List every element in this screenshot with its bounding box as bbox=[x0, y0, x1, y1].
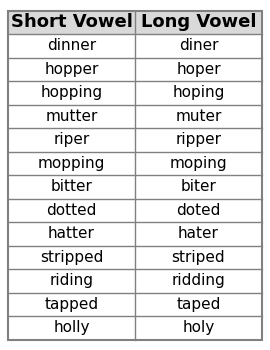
Text: ridding: ridding bbox=[171, 273, 225, 288]
Text: holly: holly bbox=[53, 320, 90, 335]
Text: hoping: hoping bbox=[172, 85, 225, 100]
Text: Short Vowel: Short Vowel bbox=[11, 13, 133, 31]
Text: bitter: bitter bbox=[50, 179, 93, 194]
Text: dotted: dotted bbox=[46, 203, 97, 218]
Text: mopping: mopping bbox=[38, 156, 105, 171]
Text: biter: biter bbox=[181, 179, 216, 194]
Text: riper: riper bbox=[53, 132, 90, 147]
Text: hoper: hoper bbox=[176, 62, 221, 77]
Text: striped: striped bbox=[172, 250, 225, 265]
Text: mutter: mutter bbox=[45, 109, 98, 124]
Text: dinner: dinner bbox=[47, 38, 96, 53]
Text: hopping: hopping bbox=[40, 85, 103, 100]
Text: Long Vowel: Long Vowel bbox=[141, 13, 256, 31]
Text: stripped: stripped bbox=[40, 250, 103, 265]
Text: hopper: hopper bbox=[44, 62, 99, 77]
Text: taped: taped bbox=[176, 297, 221, 312]
Text: holy: holy bbox=[182, 320, 215, 335]
Text: doted: doted bbox=[176, 203, 221, 218]
Text: hatter: hatter bbox=[48, 226, 95, 241]
Text: ripper: ripper bbox=[176, 132, 221, 147]
Text: hater: hater bbox=[178, 226, 219, 241]
Text: moping: moping bbox=[170, 156, 227, 171]
Text: riding: riding bbox=[50, 273, 93, 288]
Text: diner: diner bbox=[179, 38, 218, 53]
Text: tapped: tapped bbox=[45, 297, 99, 312]
Bar bbox=[8, 10, 262, 34]
Text: muter: muter bbox=[175, 109, 222, 124]
